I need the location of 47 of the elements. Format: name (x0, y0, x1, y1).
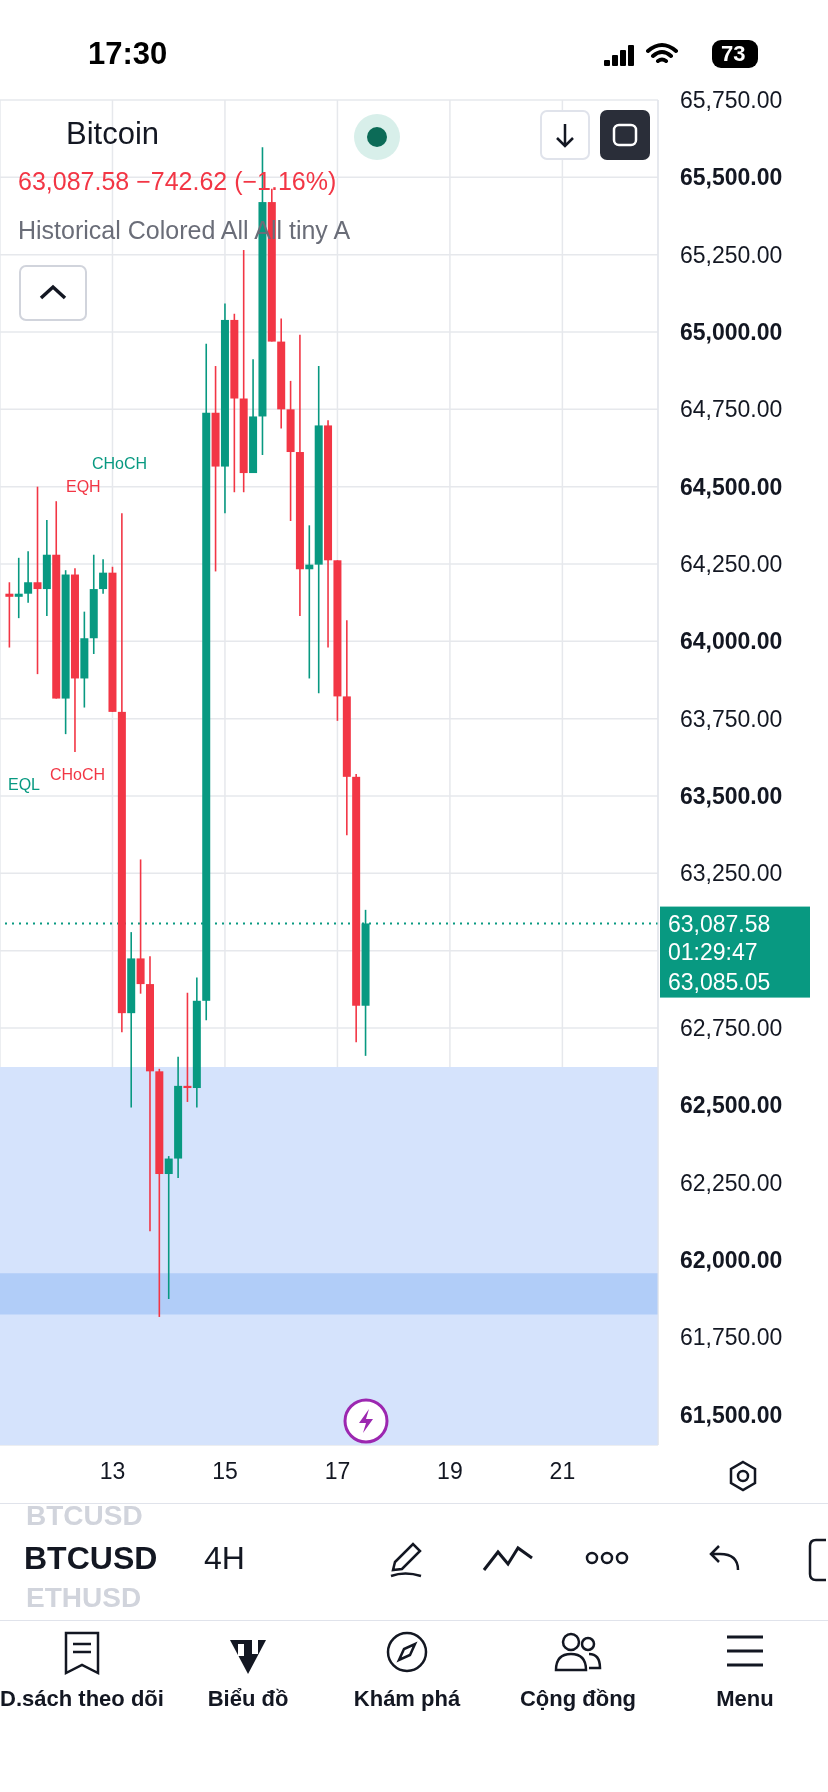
candlestick (5, 581, 14, 649)
annotation: Historical Colored All All tiny A (18, 216, 351, 245)
y-tick-label: 62,750.00 (680, 1015, 783, 1042)
y-tick-label: 62,250.00 (680, 1169, 783, 1196)
y-tick-label: 61,500.00 (680, 1401, 783, 1428)
text: 63,085.05 (668, 968, 771, 995)
text: BTCUSD (24, 1540, 158, 1577)
y-tick-label: 64,250.00 (680, 551, 783, 578)
candlestick (14, 557, 23, 619)
text: 17:30 (88, 36, 168, 72)
x-tick-label: 21 (549, 1458, 576, 1484)
annotation: EQL (8, 776, 41, 794)
text: 4H (204, 1540, 245, 1577)
text: Biểu đồ (207, 1686, 289, 1711)
annotation: CHoCH (92, 455, 148, 473)
y-tick-label: 63,500.00 (680, 783, 783, 810)
y-tick-label: 65,500.00 (680, 164, 783, 191)
y-tick-label: 63,250.00 (680, 860, 783, 887)
x-tick-label: 19 (437, 1458, 463, 1484)
text: Menu (715, 1686, 775, 1712)
y-tick-label: 64,500.00 (680, 473, 783, 500)
text: Cộng đồng (518, 1686, 638, 1712)
y-tick-label: 63,750.00 (680, 705, 783, 732)
x-tick-label: 13 (99, 1458, 126, 1484)
annotation: EQH (66, 478, 101, 496)
x-tick-label: 15 (212, 1458, 238, 1484)
text: 01:29:47 (668, 938, 758, 965)
ref-line-label: 63,087.58 (668, 910, 771, 937)
y-tick-label: 65,250.00 (680, 241, 783, 268)
y-tick-label: 64,000.00 (680, 628, 783, 655)
annotation: CHoCH (50, 766, 106, 784)
candlestick (33, 485, 42, 675)
text: D.sách theo dõi (0, 1686, 165, 1712)
candlestick (24, 550, 33, 604)
text: 73 (721, 40, 746, 68)
x-tick-label: 17 (324, 1458, 351, 1484)
text: Khám phá (352, 1686, 462, 1712)
y-tick-label: 65,000.00 (680, 319, 783, 345)
text: Bitcoin (66, 116, 160, 152)
y-tick-label: 65,750.00 (680, 87, 783, 113)
candlestick (99, 558, 108, 595)
candlestick (164, 1155, 173, 1300)
candlestick (183, 991, 192, 1103)
y-tick-label: 62,000.00 (680, 1247, 783, 1274)
y-tick-label: 62,500.00 (680, 1092, 783, 1119)
y-tick-label: 64,750.00 (680, 396, 783, 423)
y-tick-label: 61,750.00 (680, 1324, 783, 1351)
